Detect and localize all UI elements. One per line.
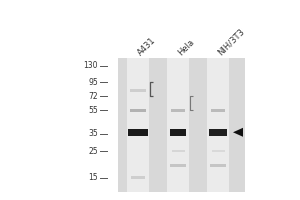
Text: 55: 55 [88, 106, 98, 115]
Bar [127, 58, 149, 192]
Bar [118, 58, 245, 192]
Bar [209, 129, 227, 136]
Bar [172, 150, 184, 152]
Bar [130, 109, 146, 112]
Text: 95: 95 [88, 78, 98, 87]
Polygon shape [233, 128, 243, 137]
Bar [170, 164, 186, 167]
Bar [131, 176, 145, 179]
Text: 72: 72 [88, 92, 98, 101]
Text: A431: A431 [136, 35, 158, 57]
Bar [171, 109, 185, 112]
Text: NIH/3T3: NIH/3T3 [216, 27, 246, 57]
Bar [170, 129, 186, 136]
Bar [167, 58, 189, 192]
Bar [211, 109, 225, 112]
Text: 35: 35 [88, 129, 98, 138]
Bar [128, 129, 148, 136]
Bar [207, 58, 229, 192]
Text: 15: 15 [88, 173, 98, 182]
Bar [212, 150, 224, 152]
Text: Hela: Hela [176, 37, 196, 57]
Text: 130: 130 [83, 61, 98, 70]
Text: 25: 25 [88, 147, 98, 156]
Bar [130, 89, 146, 92]
Bar [210, 164, 226, 167]
